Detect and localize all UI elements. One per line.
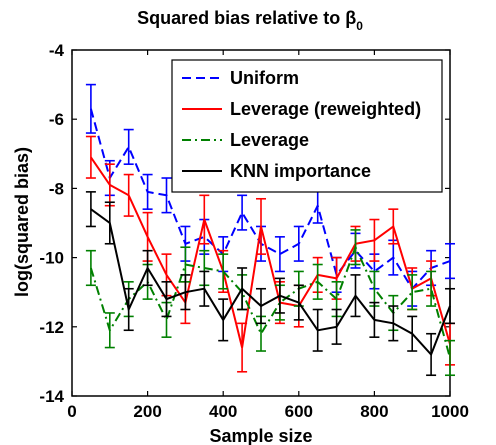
series-line (89, 108, 451, 291)
y-tick-label: -14 (39, 387, 64, 406)
y-tick-label: -10 (39, 249, 64, 268)
legend: Uniform Leverage (reweighted) Leverage KNN … (171, 59, 443, 193)
x-axis-label: Sample size (209, 426, 312, 445)
axes-frame (71, 49, 451, 397)
y-tick-label: -4 (49, 41, 65, 60)
x-tick-label: 800 (360, 402, 388, 421)
series-knn-importance (85, 191, 455, 377)
y-tick-label: -8 (49, 179, 64, 198)
y-tick-label: -6 (49, 110, 64, 129)
series-line (90, 208, 451, 357)
legend-label: Uniform (230, 68, 299, 88)
chart-title-main: Squared bias relative to β (137, 8, 356, 28)
x-tick-label: 1000 (431, 402, 469, 421)
x-tick-label: 200 (133, 402, 161, 421)
y-tick-label: -12 (39, 318, 64, 337)
x-tick-label: 0 (67, 402, 76, 421)
series-line (90, 156, 451, 348)
x-tick-label: 400 (209, 402, 237, 421)
x-tick-label: 600 (285, 402, 313, 421)
y-axis-label: log(squared bias) (12, 147, 32, 297)
legend-label: KNN importance (230, 161, 371, 181)
legend-label: Leverage (230, 130, 309, 150)
series-leverage (85, 229, 455, 377)
chart-title-subscript: 0 (356, 19, 363, 33)
plot-area: 0 200 400 600 800 1000 -4 -6 -8 -10 -12 -14 Uniform L… (39, 41, 468, 421)
series-line (89, 244, 451, 359)
legend-label: Leverage (reweighted) (230, 99, 421, 119)
chart-title: Squared bias relative to β0 (137, 8, 363, 33)
